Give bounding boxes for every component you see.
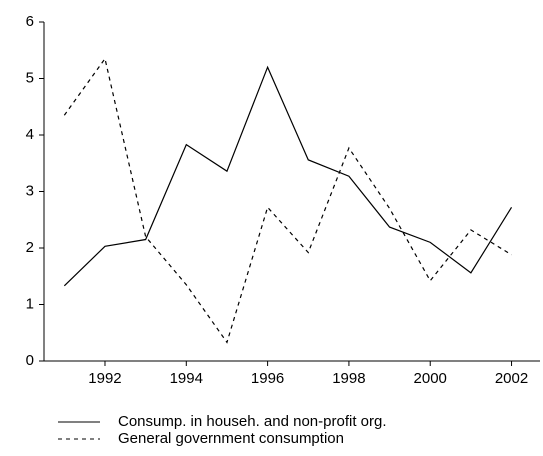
y-tick-label: 4 xyxy=(26,126,34,143)
legend-label: Consump. in househ. and non-profit org. xyxy=(118,413,387,430)
x-tick-label: 1994 xyxy=(170,370,203,387)
y-tick-label: 2 xyxy=(26,239,34,256)
y-tick-label: 1 xyxy=(26,295,34,312)
y-tick-label: 6 xyxy=(26,13,34,30)
x-tick-label: 2000 xyxy=(414,370,447,387)
y-tick-label: 3 xyxy=(26,182,34,199)
legend-label: General government consumption xyxy=(118,430,344,447)
y-tick-label: 5 xyxy=(26,69,34,86)
y-tick-label: 0 xyxy=(26,352,34,369)
series-line xyxy=(63,57,512,344)
x-tick-label: 2002 xyxy=(495,370,528,387)
x-tick-label: 1992 xyxy=(88,370,121,387)
x-tick-label: 1996 xyxy=(251,370,284,387)
series-line xyxy=(63,65,513,287)
x-tick-label: 1998 xyxy=(332,370,365,387)
